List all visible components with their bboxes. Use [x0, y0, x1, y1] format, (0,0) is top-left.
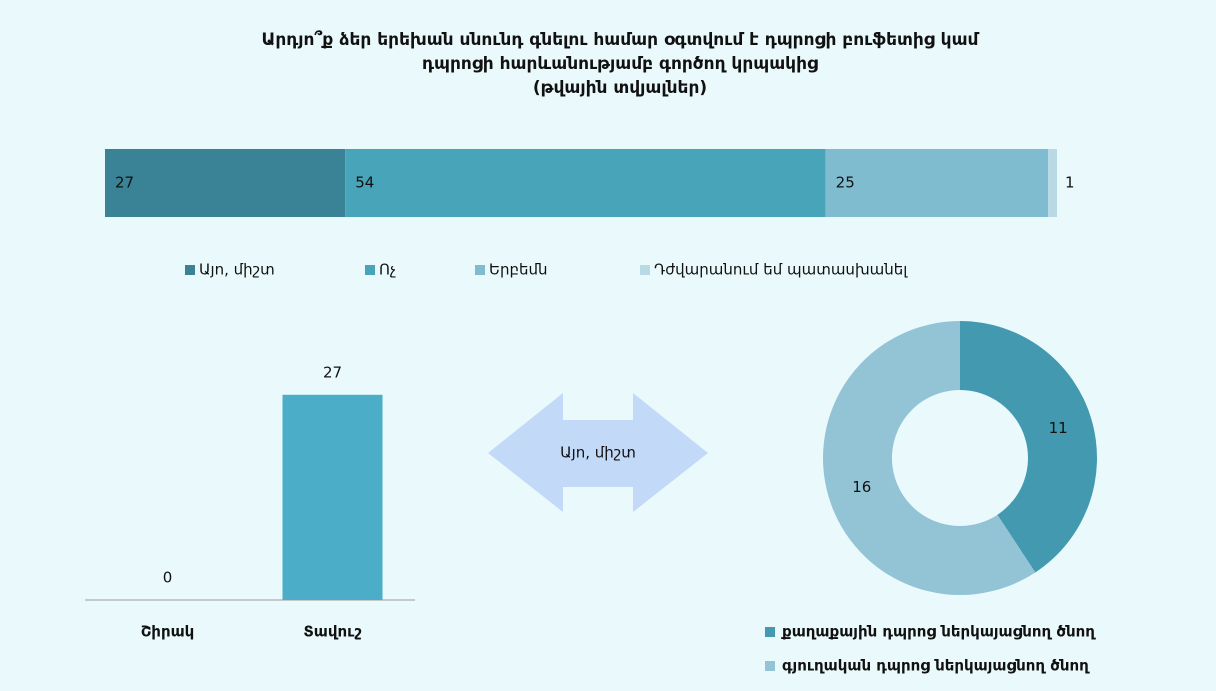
data-label: 0: [163, 569, 173, 587]
legend-swatch: [640, 265, 650, 275]
bar-segment: [1048, 149, 1057, 217]
donut-slice: [823, 321, 1036, 595]
data-label: 27: [115, 174, 134, 192]
data-label: 11: [1049, 419, 1068, 437]
arrow-label: Այո, միշտ: [560, 444, 636, 462]
legend-label: քաղաքային դպրոց ներկայացնող ծնող: [781, 623, 1096, 641]
data-label: 1: [1065, 174, 1075, 192]
legend-swatch: [765, 627, 775, 637]
legend-label: Այո, միշտ: [199, 261, 275, 279]
legend-swatch: [475, 265, 485, 275]
bar: [282, 394, 383, 600]
legend-swatch: [765, 661, 775, 671]
x-tick-label: Շիրակ: [141, 623, 195, 641]
legend-label: գյուղական դպրոց ներկայացնող ծնող: [782, 657, 1090, 675]
legend-label: Դժվարանում եմ պատասխանել: [654, 261, 908, 279]
chart-title: Արդյո՞ք ձեր երեխան սնունդ գնելու համար օ…: [262, 29, 980, 50]
data-label: 27: [323, 363, 342, 381]
legend-label: Ոչ: [379, 261, 396, 279]
data-label: 16: [852, 478, 871, 496]
chart-title: դպրոցի հարևանությամբ գործող կրպակից: [422, 54, 818, 74]
data-label: 25: [836, 174, 855, 192]
bar-segment: [345, 149, 826, 217]
double-arrow: [488, 393, 708, 512]
legend-label: Երբեմն: [489, 261, 548, 279]
chart-title: (թվային տվյալներ): [533, 78, 707, 98]
donut-slice: [960, 321, 1097, 573]
legend-swatch: [185, 265, 195, 275]
legend-swatch: [365, 265, 375, 275]
bar-segment: [105, 149, 346, 217]
x-tick-label: Տավուշ: [303, 623, 361, 641]
bar-segment: [825, 149, 1049, 217]
data-label: 54: [355, 174, 374, 192]
